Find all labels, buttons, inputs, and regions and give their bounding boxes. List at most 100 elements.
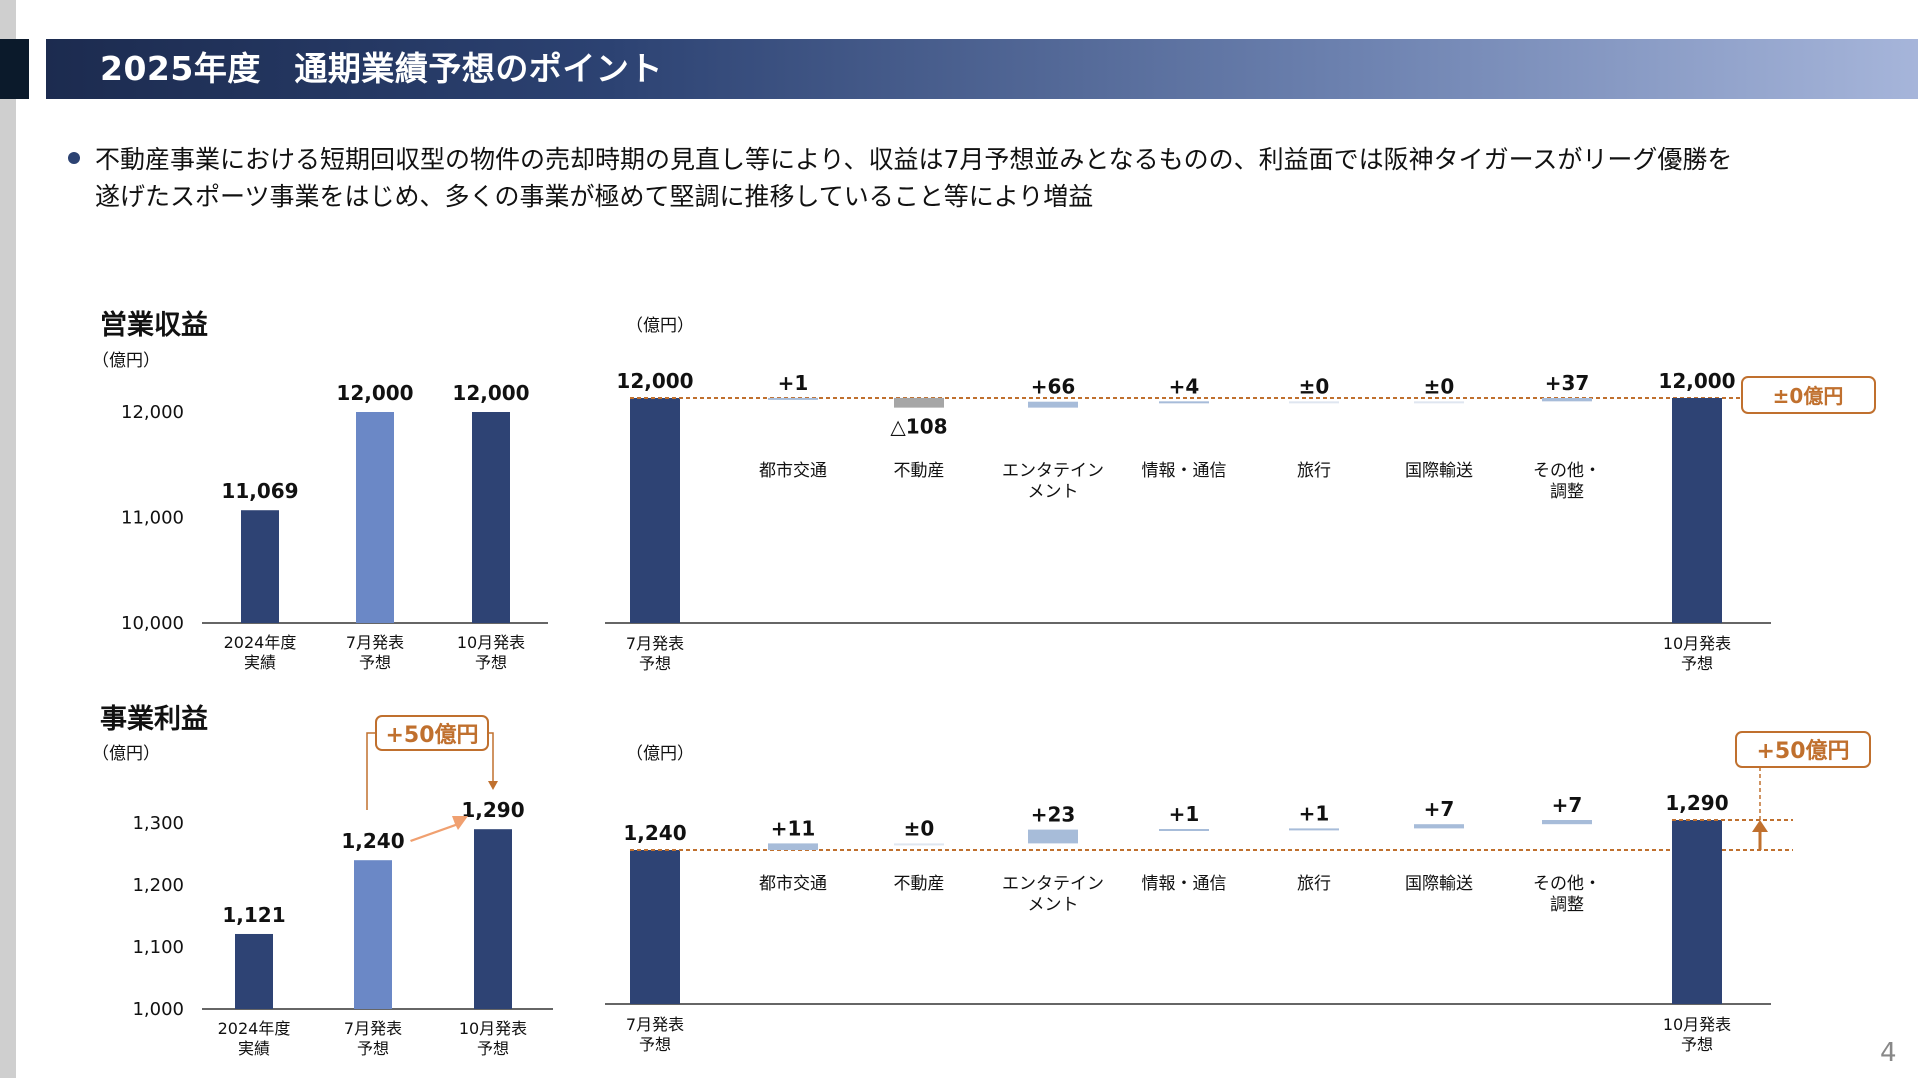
delta-value-label: +1 bbox=[1299, 801, 1330, 825]
delta-bar bbox=[894, 397, 944, 408]
category-label: 調整 bbox=[1550, 895, 1584, 915]
start-value-label: 1,240 bbox=[623, 821, 686, 845]
bar-value-label: 12,000 bbox=[336, 381, 413, 405]
end-value-label: 12,000 bbox=[1658, 369, 1735, 393]
delta-value-label: +1 bbox=[778, 371, 809, 395]
header-accent-block bbox=[0, 39, 29, 99]
x-category-label: 予想 bbox=[477, 1039, 509, 1058]
bar bbox=[354, 860, 392, 1009]
y-tick-label: 1,200 bbox=[132, 875, 184, 896]
delta-value-label: △108 bbox=[890, 415, 947, 439]
page-number: 4 bbox=[1880, 1038, 1897, 1068]
change-badge-label: ±0億円 bbox=[1773, 384, 1844, 408]
delta-bar bbox=[1159, 401, 1209, 404]
end-bar bbox=[1672, 820, 1722, 1004]
bar bbox=[241, 510, 279, 623]
delta-value-label: +37 bbox=[1545, 371, 1590, 395]
y-tick-label: 1,000 bbox=[132, 999, 184, 1020]
bar-value-label: 11,069 bbox=[221, 479, 298, 503]
left-edge-strip bbox=[0, 0, 16, 1078]
x-category-label: 10月発表 bbox=[1663, 1015, 1731, 1034]
y-tick-label: 1,100 bbox=[132, 937, 184, 958]
growth-arrow-icon bbox=[410, 816, 468, 842]
start-bar bbox=[630, 398, 680, 623]
bar bbox=[472, 412, 510, 623]
header-bar bbox=[46, 39, 1918, 99]
delta-bar bbox=[1289, 828, 1339, 831]
category-label: その他・ bbox=[1533, 461, 1601, 481]
x-category-label: 予想 bbox=[357, 1039, 389, 1058]
delta-bar bbox=[768, 843, 818, 850]
page-title: 2025年度 通期業績予想のポイント bbox=[100, 49, 663, 88]
end-bar bbox=[1672, 398, 1722, 623]
x-category-label: 7月発表 bbox=[344, 1019, 402, 1038]
profit-title: 事業利益 bbox=[100, 704, 208, 735]
x-category-label: 7月発表 bbox=[626, 634, 684, 653]
x-category-label: 2024年度 bbox=[224, 633, 297, 652]
bar-value-label: 1,121 bbox=[222, 903, 285, 927]
delta-value-label: +4 bbox=[1169, 374, 1200, 398]
x-category-label: 予想 bbox=[639, 1035, 671, 1054]
x-category-label: 予想 bbox=[639, 654, 671, 673]
x-category-label: 2024年度 bbox=[218, 1019, 291, 1038]
category-label: 旅行 bbox=[1297, 874, 1331, 894]
category-label: メント bbox=[1028, 482, 1079, 502]
bar bbox=[356, 412, 394, 623]
x-category-label: 7月発表 bbox=[346, 633, 404, 652]
bar-value-label: 1,290 bbox=[461, 798, 524, 822]
delta-value-label: +1 bbox=[1169, 802, 1200, 826]
category-label: 都市交通 bbox=[759, 461, 827, 481]
y-tick-label: 11,000 bbox=[121, 508, 184, 529]
delta-value-label: +7 bbox=[1424, 797, 1455, 821]
delta-bar bbox=[1414, 824, 1464, 829]
change-badge bbox=[1741, 376, 1876, 414]
delta-value-label: +66 bbox=[1031, 375, 1076, 399]
delta-bar bbox=[768, 397, 818, 400]
y-tick-label: 1,300 bbox=[132, 813, 184, 834]
x-category-label: 実績 bbox=[238, 1039, 270, 1058]
change-badge bbox=[375, 715, 489, 751]
category-label: 国際輸送 bbox=[1405, 461, 1473, 481]
arrow-down-icon bbox=[488, 781, 498, 790]
category-label: 調整 bbox=[1550, 482, 1584, 502]
start-value-label: 12,000 bbox=[616, 369, 693, 393]
x-category-label: 実績 bbox=[244, 653, 276, 672]
x-category-label: 予想 bbox=[1681, 654, 1713, 673]
bar bbox=[235, 933, 273, 1009]
x-category-label: 10月発表 bbox=[459, 1019, 527, 1038]
category-label: 情報・通信 bbox=[1142, 874, 1227, 894]
bar bbox=[474, 829, 512, 1009]
bullet-icon bbox=[68, 152, 80, 164]
x-category-label: 10月発表 bbox=[457, 633, 525, 652]
category-label: 旅行 bbox=[1297, 461, 1331, 481]
x-category-label: 予想 bbox=[359, 653, 391, 672]
bar-value-label: 1,240 bbox=[341, 829, 404, 853]
category-label: その他・ bbox=[1533, 874, 1601, 894]
change-badge-label: +50億円 bbox=[385, 722, 478, 748]
delta-value-label: ±0 bbox=[904, 816, 935, 840]
delta-value-label: +11 bbox=[771, 816, 816, 840]
category-label: 国際輸送 bbox=[1405, 874, 1473, 894]
category-label: 情報・通信 bbox=[1142, 461, 1227, 481]
category-label: エンタテイン bbox=[1002, 461, 1104, 481]
x-category-label: 予想 bbox=[1681, 1035, 1713, 1054]
delta-bar bbox=[1289, 401, 1339, 404]
delta-bar bbox=[1159, 829, 1209, 831]
delta-bar bbox=[1028, 829, 1078, 844]
category-label: 不動産 bbox=[894, 874, 945, 894]
category-label: 不動産 bbox=[894, 461, 945, 481]
delta-bar bbox=[1414, 401, 1464, 404]
end-value-label: 1,290 bbox=[1665, 791, 1728, 815]
bar-value-label: 12,000 bbox=[452, 381, 529, 405]
delta-value-label: ±0 bbox=[1299, 374, 1330, 398]
revenue-title: 営業収益 bbox=[100, 310, 208, 341]
revenue-waterfall-unit: （億円） bbox=[626, 316, 694, 336]
change-badge bbox=[1735, 731, 1871, 768]
delta-value-label: +23 bbox=[1031, 803, 1076, 827]
profit-unit: （億円） bbox=[92, 744, 160, 764]
delta-bar bbox=[1028, 401, 1078, 408]
start-bar bbox=[630, 850, 680, 1004]
change-badge-label: +50億円 bbox=[1756, 738, 1849, 764]
delta-value-label: +7 bbox=[1552, 793, 1583, 817]
